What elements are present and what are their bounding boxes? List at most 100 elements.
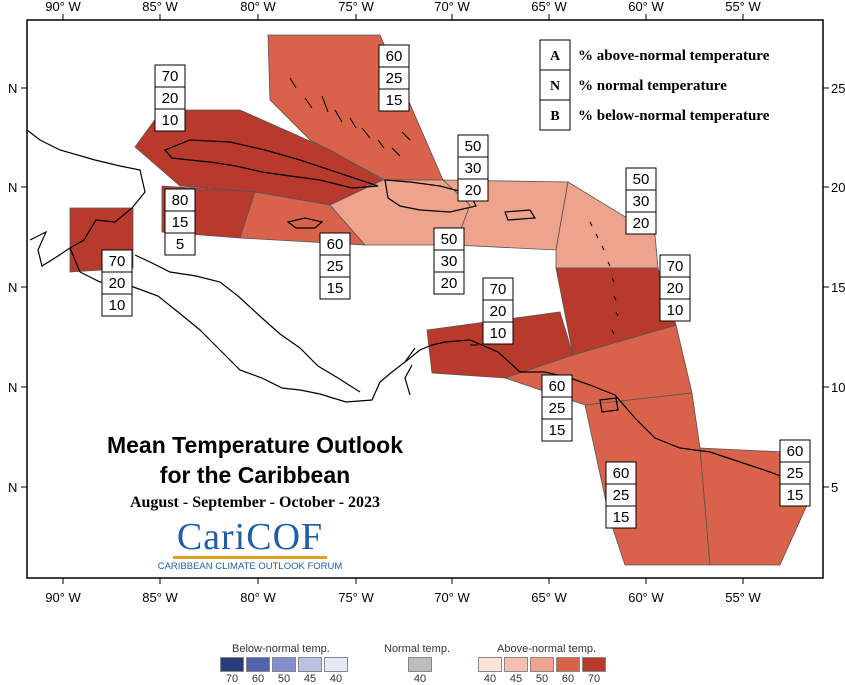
normal-swatch-label: 40 [413,673,427,685]
below-normal-swatch [220,657,244,672]
key-letter: B [550,109,559,124]
prob-value-above: 60 [327,236,344,253]
probability-key: A % above-normal temperature N % normal tem… [539,39,770,131]
prob-value-below: 10 [109,297,126,314]
prob-cell-below [164,232,196,256]
lat-label-right: 25 [831,81,845,96]
lat-label-left: N [8,380,17,395]
prob-cell-below [433,271,465,295]
prob-cell-below [541,418,573,442]
prob-box-puerto-rico: 50 30 20 [433,227,465,295]
prob-value-below: 20 [633,215,650,232]
prob-value-below: 15 [386,92,403,109]
below-normal-swatch [324,657,348,672]
prob-value-above: 70 [109,253,126,270]
caricof-logo: CariCOF CARIBBEAN CLIMATE OUTLOOK FORUM [150,518,350,572]
prob-value-normal: 20 [109,275,126,292]
forecast-period: August - September - October - 2023 [129,494,381,511]
lon-label-top: 80° W [240,0,276,14]
below-normal-swatch [298,657,322,672]
normal-title: Normal temp. [384,643,451,655]
below-normal-swatch-label: 60 [251,673,265,685]
prob-value-above: 70 [490,281,507,298]
below-normal-swatch-label: 50 [277,673,291,685]
above-normal-swatch-label: 45 [509,673,523,685]
lat-label-left: N [8,280,17,295]
above-normal-swatch [582,657,606,672]
logo-wordmark: CariCOF [172,518,328,559]
prob-value-normal: 30 [633,193,650,210]
prob-value-below: 15 [327,280,344,297]
prob-value-above: 60 [549,378,566,395]
prob-value-normal: 20 [490,303,507,320]
lon-label-bottom: 80° W [240,590,276,605]
lat-label-left: N [8,480,17,495]
above-normal-swatch-label: 40 [483,673,497,685]
prob-value-normal: 25 [327,258,344,275]
prob-value-normal: 25 [613,487,630,504]
above-normal-swatch [478,657,502,672]
prob-box-trinidad: 60 25 15 [541,374,573,442]
prob-value-above: 50 [633,171,650,188]
prob-value-normal: 25 [787,465,804,482]
prob-box-leeward: 50 30 20 [625,167,657,235]
prob-value-below: 20 [441,275,458,292]
lon-label-bottom: 70° W [434,590,470,605]
prob-value-above: 60 [613,465,630,482]
prob-value-normal: 20 [667,280,684,297]
lon-label-top: 55° W [725,0,761,14]
lon-label-top: 60° W [628,0,664,14]
normal-swatch [408,657,432,672]
above-normal-swatch-label: 70 [587,673,601,685]
prob-value-above: 70 [667,258,684,275]
prob-box-hispaniola: 50 30 20 [457,134,489,202]
title-line-2: for the Caribbean [159,462,351,488]
above-normal-swatch [530,657,554,672]
prob-value-below: 5 [176,236,184,253]
prob-value-below: 15 [549,422,566,439]
longitude-axis: 90° W 90° W 85° W 85° W 80° W 80° W 75° W 75° W… [45,0,761,605]
prob-value-above: 50 [441,231,458,248]
lat-label-left: N [8,180,17,195]
outlook-regions [69,34,808,566]
lon-label-top: 90° W [45,0,81,14]
lat-label-right: 15 [831,280,845,295]
latitude-axis: N N N N N 25 20 15 10 5 [8,81,845,495]
prob-box-suriname: 60 25 15 [779,439,811,507]
below-normal-swatch [272,657,296,672]
lat-label-right: 20 [831,180,845,195]
below-normal-swatch-label: 45 [303,673,317,685]
prob-value-normal: 15 [172,214,189,231]
lon-label-bottom: 55° W [725,590,761,605]
lon-label-bottom: 85° W [142,590,178,605]
lon-label-top: 70° W [434,0,470,14]
prob-box-bahamas: 60 25 15 [378,44,410,112]
title-line-1: Mean Temperature Outlook [106,432,404,458]
prob-cell-below [457,178,489,202]
map-title-block: Mean Temperature Outlook for the Caribbe… [70,430,440,512]
key-letter: N [550,79,560,94]
prob-value-below: 20 [465,182,482,199]
below-normal-title: Below-normal temp. [232,643,330,655]
above-normal-swatch [556,657,580,672]
prob-cell-below [101,293,133,317]
prob-value-above: 70 [162,68,179,85]
prob-cell-below [482,321,514,345]
key-letter: A [550,49,561,64]
prob-cell-below [625,211,657,235]
key-description: % below-normal temperature [578,108,770,124]
prob-cell-below [605,505,637,529]
lat-label-right: 5 [831,480,838,495]
prob-cell-below [659,298,691,322]
lat-label-left: N [8,81,17,96]
probability-labels: 60 25 15 70 20 10 80 15 5 60 25 15 50 30 20 50 30 20 50 30 2… [101,44,811,529]
prob-box-belize: 70 20 10 [101,249,133,317]
prob-value-normal: 25 [549,400,566,417]
lon-label-bottom: 60° W [628,590,664,605]
below-normal-swatch-label: 40 [329,673,343,685]
prob-cell-below [319,276,351,300]
above-normal-swatch [504,657,528,672]
lon-label-top: 65° W [531,0,567,14]
map-title: Mean Temperature Outlook for the Caribbe… [70,430,440,490]
prob-value-above: 60 [386,48,403,65]
